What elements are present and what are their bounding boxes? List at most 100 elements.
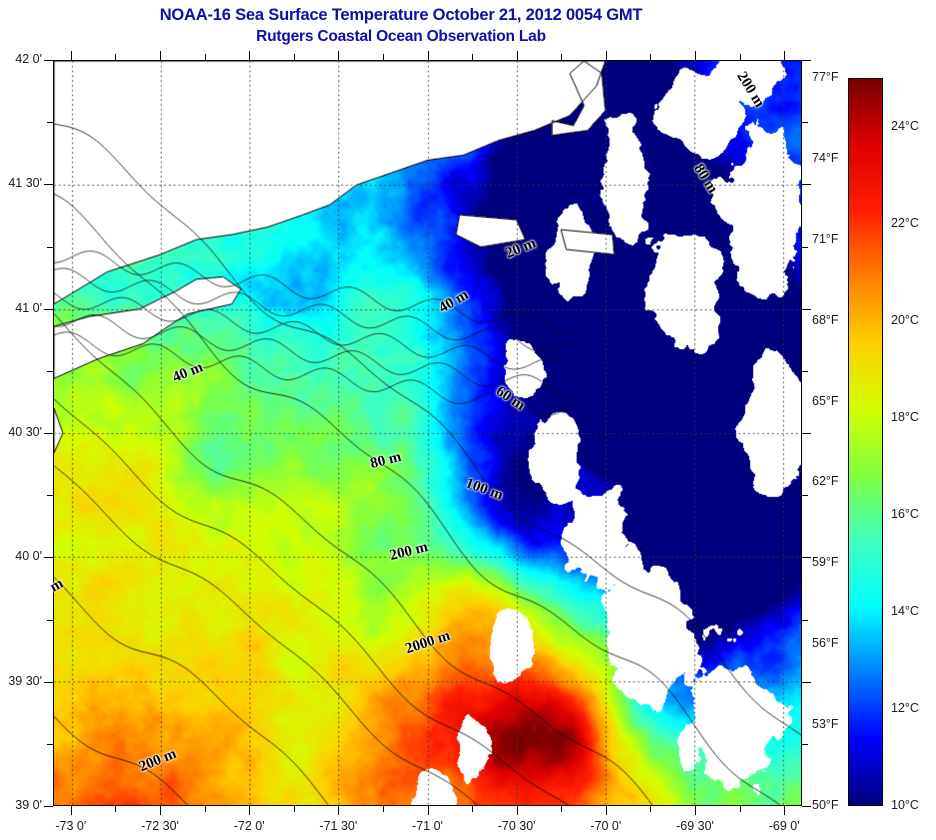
celsius-tick-label: 24°C xyxy=(891,118,919,133)
lon-tick-bottom xyxy=(784,806,786,815)
longitude-tick-label: -71 0' xyxy=(412,819,443,833)
lon-tick-bottom xyxy=(740,806,742,812)
lon-tick-bottom xyxy=(71,806,73,815)
lon-tick-bottom xyxy=(249,806,251,815)
lat-tick-right xyxy=(802,744,808,746)
longitude-tick-label: -71 30' xyxy=(319,819,358,833)
latitude-tick-label: 40 0' xyxy=(15,549,42,564)
celsius-tick-label: 22°C xyxy=(891,215,919,230)
lon-tick-top xyxy=(472,54,474,60)
lon-tick-bottom xyxy=(428,806,430,815)
lon-tick-bottom xyxy=(472,806,474,812)
lat-tick-left xyxy=(44,309,53,311)
longitude-tick-label: -69 30' xyxy=(676,819,714,833)
fahrenheit-tick-label: 68°F xyxy=(812,312,839,327)
latitude-tick-label: 40 30' xyxy=(8,425,42,439)
lon-tick-bottom xyxy=(338,806,340,815)
lon-tick-top xyxy=(71,51,73,60)
lat-tick-right xyxy=(802,309,811,311)
lat-tick-right xyxy=(802,682,811,684)
lat-tick-right xyxy=(802,495,808,497)
lon-tick-bottom xyxy=(160,806,162,815)
lon-tick-top xyxy=(160,51,162,60)
latitude-tick-label: 42 0' xyxy=(15,52,42,66)
fahrenheit-tick-label: 56°F xyxy=(812,636,839,651)
lat-tick-right xyxy=(802,247,808,249)
lat-tick-left xyxy=(47,122,53,124)
lat-tick-left xyxy=(47,247,53,249)
lat-tick-right xyxy=(802,433,811,435)
sst-map[interactable] xyxy=(53,60,802,806)
fahrenheit-tick-label: 71°F xyxy=(812,231,839,246)
lon-tick-bottom xyxy=(115,806,117,812)
fahrenheit-tick-label: 53°F xyxy=(812,717,839,732)
lat-tick-left xyxy=(44,433,53,435)
lon-tick-top xyxy=(249,51,251,60)
longitude-tick-label: -72 0' xyxy=(233,819,265,833)
lat-tick-right xyxy=(802,122,808,124)
lat-tick-right xyxy=(802,620,808,622)
lon-tick-top xyxy=(561,54,563,60)
lat-tick-left xyxy=(47,744,53,746)
longitude-tick-label: -70 0' xyxy=(590,819,622,833)
fahrenheit-tick-label: 59°F xyxy=(812,555,839,570)
fahrenheit-tick-label: 65°F xyxy=(812,393,839,408)
longitude-tick-label: -69 0' xyxy=(768,819,800,833)
longitude-tick-label: -73 0' xyxy=(55,819,87,833)
lon-tick-bottom xyxy=(561,806,563,812)
colorbar-gradient xyxy=(849,79,882,805)
lat-tick-right xyxy=(802,60,811,62)
lon-tick-bottom xyxy=(294,806,296,812)
temperature-colorbar[interactable] xyxy=(848,78,883,806)
lat-tick-left xyxy=(44,60,53,62)
lon-tick-top xyxy=(740,54,742,60)
lon-tick-top xyxy=(650,54,652,60)
lat-tick-right xyxy=(802,371,808,373)
fahrenheit-tick-label: 50°F xyxy=(812,798,839,812)
celsius-tick-label: 14°C xyxy=(891,603,919,618)
lon-tick-top xyxy=(115,54,117,60)
latitude-tick-label: 41 30' xyxy=(8,176,42,191)
lon-tick-top xyxy=(383,54,385,60)
lon-tick-top xyxy=(338,51,340,60)
fahrenheit-tick-label: 74°F xyxy=(812,150,839,165)
lon-tick-top xyxy=(606,51,608,60)
longitude-tick-label: -70 30' xyxy=(497,819,536,833)
lat-tick-left xyxy=(44,682,53,684)
celsius-tick-label: 10°C xyxy=(891,798,919,812)
lon-tick-bottom xyxy=(606,806,608,815)
lat-tick-right xyxy=(802,806,811,808)
lon-tick-bottom xyxy=(517,806,519,815)
lon-tick-top xyxy=(784,51,786,60)
celsius-tick-label: 20°C xyxy=(891,312,919,327)
lat-tick-left xyxy=(47,620,53,622)
chart-title-block: NOAA-16 Sea Surface Temperature October … xyxy=(0,4,802,48)
longitude-tick-label: -72 30' xyxy=(141,819,179,833)
lon-tick-bottom xyxy=(383,806,385,812)
lat-tick-right xyxy=(802,184,811,186)
lat-tick-left xyxy=(44,806,53,808)
lon-tick-bottom xyxy=(205,806,207,812)
page-title: NOAA-16 Sea Surface Temperature October … xyxy=(159,6,643,24)
lon-tick-top xyxy=(517,51,519,60)
lon-tick-top xyxy=(294,54,296,60)
celsius-tick-label: 16°C xyxy=(891,506,919,521)
lon-tick-top xyxy=(205,54,207,60)
latitude-tick-label: 39 0' xyxy=(15,798,42,812)
lon-tick-bottom xyxy=(695,806,697,815)
lon-tick-top xyxy=(695,51,697,60)
sst-field-canvas xyxy=(54,61,801,805)
lat-tick-right xyxy=(802,557,811,559)
lat-tick-left xyxy=(47,495,53,497)
page-subtitle: Rutgers Coastal Ocean Observation Lab xyxy=(256,28,546,45)
lat-tick-left xyxy=(44,557,53,559)
fahrenheit-tick-label: 77°F xyxy=(812,70,839,84)
celsius-tick-label: 18°C xyxy=(891,409,919,424)
latitude-tick-label: 39 30' xyxy=(8,673,42,688)
lon-tick-bottom xyxy=(650,806,652,812)
latitude-tick-label: 41 0' xyxy=(15,300,42,315)
celsius-tick-label: 12°C xyxy=(891,700,919,715)
lat-tick-left xyxy=(47,371,53,373)
lat-tick-left xyxy=(44,184,53,186)
lon-tick-top xyxy=(428,51,430,60)
